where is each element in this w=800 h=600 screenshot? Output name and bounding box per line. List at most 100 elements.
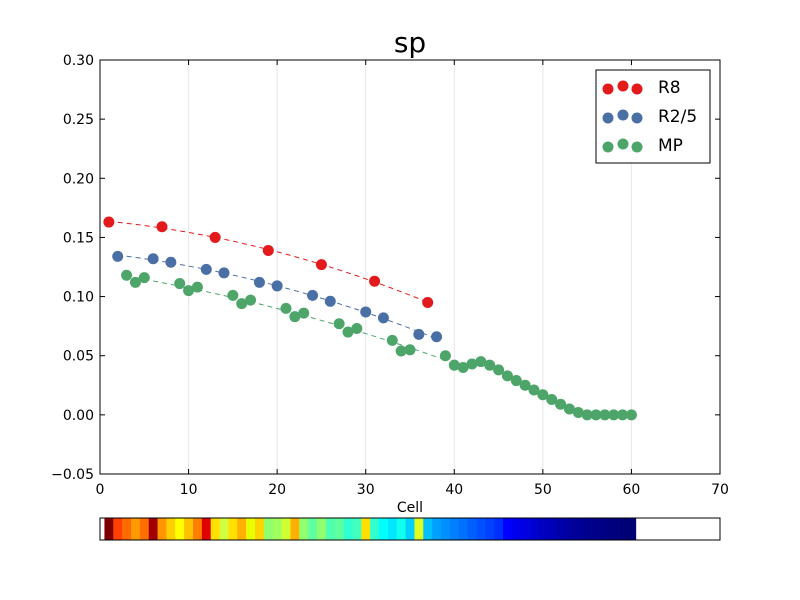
x-tick-label: 30 — [357, 482, 375, 498]
x-axis-label: Cell — [397, 500, 423, 516]
data-point-mp — [572, 406, 584, 418]
strip-cell — [485, 518, 495, 540]
strip-cell — [582, 518, 592, 540]
strip-cell — [343, 518, 353, 540]
data-point-r2-5 — [165, 256, 177, 268]
y-tick-label: 0.10 — [63, 290, 94, 306]
strip-cell — [263, 518, 274, 540]
strip-cell — [573, 518, 584, 540]
data-point-mp — [625, 409, 637, 421]
data-point-r8 — [156, 221, 168, 233]
x-tick-label: 60 — [623, 482, 641, 498]
data-point-r2-5 — [218, 267, 230, 279]
strip-cell — [467, 518, 477, 540]
strip-cells — [104, 518, 637, 540]
strip-cell — [556, 518, 566, 540]
strip-cell — [290, 518, 300, 540]
strip-cell — [591, 518, 601, 540]
data-point-r8 — [422, 296, 434, 308]
y-axis-ticks: −0.05 0.00 0.05 0.10 0.15 0.20 0.25 0.30 — [51, 53, 720, 483]
strip-cell — [609, 518, 619, 540]
strip-cell — [520, 518, 530, 540]
legend: R8 R2/5 MP — [595, 69, 711, 164]
cell-color-strip — [99, 517, 721, 541]
strip-cell — [494, 518, 504, 540]
strip-cell — [210, 518, 220, 540]
y-tick-label: 0.05 — [63, 349, 94, 365]
legend-items: R8 R2/5 MP — [602, 78, 697, 156]
data-point-mp — [555, 398, 567, 410]
strip-cell — [379, 518, 389, 540]
data-point-mp — [386, 334, 398, 346]
strip-cell — [122, 518, 132, 540]
data-point-mp — [183, 285, 195, 297]
strip-cell — [476, 518, 486, 540]
data-point-mp — [342, 326, 354, 338]
strip-cell — [246, 518, 256, 540]
data-point-r2-5 — [200, 263, 212, 275]
strip-cell — [237, 518, 247, 540]
strip-cell — [201, 518, 212, 540]
strip-cell — [113, 518, 123, 540]
data-point-r2-5 — [307, 289, 319, 301]
y-tick-label: 0.25 — [63, 112, 94, 128]
legend-box — [595, 69, 711, 164]
legend-marker — [602, 83, 614, 95]
y-tick-label: 0.15 — [63, 230, 94, 246]
data-point-mp — [121, 269, 133, 281]
strip-cell — [458, 518, 468, 540]
data-point-r2-5 — [271, 280, 283, 292]
data-point-mp — [510, 375, 522, 387]
data-point-mp — [227, 289, 239, 301]
data-point-r8 — [103, 216, 115, 228]
x-axis-ticks: 0 10 20 30 40 50 60 70 — [96, 60, 729, 498]
strip-cell — [405, 518, 415, 540]
strip-cell — [157, 518, 167, 540]
strip-cell — [529, 518, 539, 540]
data-point-mp — [236, 298, 248, 310]
x-tick-label: 0 — [96, 482, 105, 498]
data-point-mp — [563, 403, 575, 415]
legend-marker — [617, 138, 629, 150]
legend-marker — [617, 80, 629, 92]
strip-cell — [511, 518, 522, 540]
strip-cell — [503, 518, 513, 540]
data-point-mp — [493, 364, 505, 376]
strip-frame — [99, 517, 721, 541]
strip-cell — [600, 518, 610, 540]
strip-cell — [228, 518, 238, 540]
data-point-r2-5 — [377, 312, 389, 324]
strip-cell — [441, 518, 451, 540]
data-point-mp — [608, 409, 620, 421]
data-point-mp — [448, 359, 460, 371]
data-point-mp — [280, 302, 292, 314]
legend-marker — [602, 112, 614, 124]
data-point-r8 — [369, 275, 381, 287]
data-point-mp — [466, 358, 478, 370]
data-point-mp — [528, 384, 540, 396]
strip-cell — [565, 518, 575, 540]
legend-marker — [602, 141, 614, 153]
strip-cell — [272, 518, 282, 540]
strip-cell — [184, 518, 194, 540]
y-tick-label: 0.30 — [63, 53, 94, 69]
strip-cell — [547, 518, 557, 540]
data-point-mp — [501, 370, 513, 382]
legend-marker — [617, 109, 629, 121]
legend-marker — [631, 141, 643, 153]
y-tick-label: 0.00 — [63, 408, 94, 424]
data-point-mp — [519, 379, 531, 391]
strip-cell — [396, 518, 406, 540]
x-tick-label: 10 — [180, 482, 198, 498]
strip-cell — [370, 518, 380, 540]
data-point-mp — [395, 345, 407, 357]
data-point-mp — [439, 350, 451, 362]
grid-lines — [188, 60, 632, 474]
x-tick-label: 70 — [711, 482, 729, 498]
x-tick-label: 50 — [534, 482, 552, 498]
data-point-mp — [129, 276, 141, 288]
strip-cell — [361, 518, 371, 540]
data-point-mp — [546, 393, 558, 405]
legend-label: MP — [658, 136, 683, 156]
